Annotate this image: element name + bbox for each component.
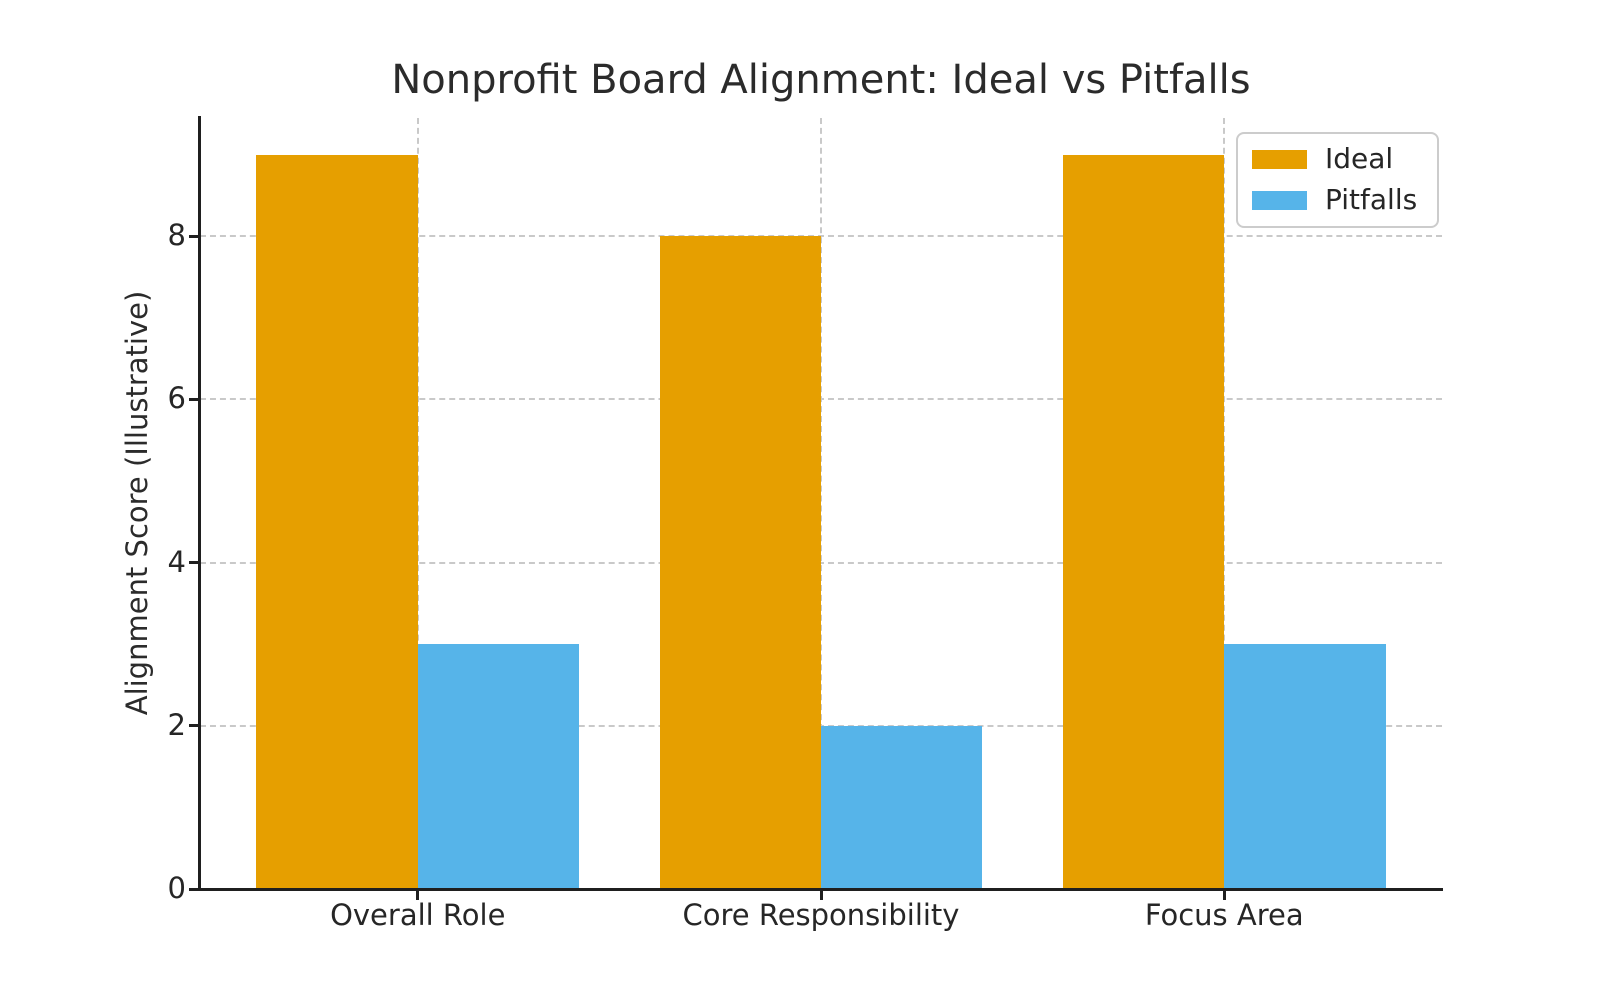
y-tick-8 (189, 234, 198, 238)
x-axis-spine (198, 888, 1443, 891)
y-tick-0 (189, 887, 198, 891)
bar-pitfalls-focus-area (1224, 644, 1386, 889)
x-tick-label-focus-area: Focus Area (1144, 898, 1304, 932)
gridline-y-8 (200, 235, 1442, 238)
legend: Ideal Pitfalls (1236, 132, 1440, 228)
x-tick-label-core-responsibility: Core Responsibility (682, 898, 960, 932)
plot-area (200, 118, 1442, 889)
chart-title: Nonprofit Board Alignment: Ideal vs Pitf… (391, 57, 1251, 103)
gridline-y-2 (200, 724, 1442, 727)
gridline-vertical-focus-area (1223, 118, 1226, 889)
y-tick-label-2: 2 (167, 707, 186, 742)
bar-pitfalls-overall-role (417, 644, 580, 889)
x-tick-focus-area (1222, 891, 1226, 900)
y-tick-label-0: 0 (167, 871, 186, 905)
gridline-vertical-overall-role (416, 118, 419, 889)
y-tick-label-8: 8 (167, 218, 186, 253)
legend-item-pitfalls: Pitfalls (1252, 182, 1418, 216)
y-tick-6 (189, 397, 198, 401)
bar-ideal-focus-area (1062, 154, 1225, 889)
gridline-vertical-core-responsibility (820, 118, 822, 889)
bar-ideal-overall-role (256, 154, 418, 889)
legend-item-ideal: Ideal (1252, 142, 1417, 175)
y-tick-2 (189, 724, 198, 728)
y-tick-label-4: 4 (167, 544, 186, 579)
legend-label-pitfalls: Pitfalls (1325, 182, 1418, 216)
bar-ideal-core-responsibility (659, 236, 821, 889)
y-axis-spine (198, 116, 201, 891)
x-tick-core-responsibility (819, 891, 823, 900)
bar-pitfalls-core-responsibility (821, 725, 983, 889)
gridline-y-6 (200, 398, 1442, 401)
legend-swatch-pitfalls (1252, 190, 1307, 210)
x-tick-overall-role (416, 891, 420, 900)
y-tick-4 (189, 561, 198, 565)
x-tick-label-overall-role: Overall Role (330, 898, 506, 932)
gridline-y-4 (200, 561, 1442, 564)
legend-label-ideal: Ideal (1325, 142, 1394, 175)
y-axis-label: Alignment Score (Illustrative) (120, 290, 154, 716)
legend-swatch-ideal (1252, 149, 1307, 169)
y-tick-label-6: 6 (167, 381, 186, 416)
